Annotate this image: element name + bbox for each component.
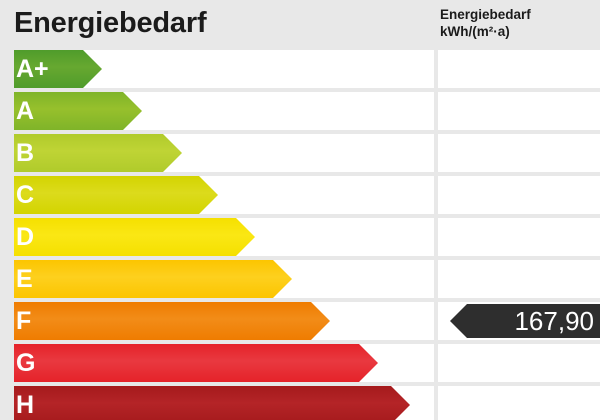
scale-rows: A+ A B C D E F 167,90 G H (0, 45, 600, 420)
column-divider (434, 134, 438, 172)
unit-header-line1: Energiebedarf (440, 7, 531, 22)
column-divider (434, 386, 438, 420)
scale-row-g: G (0, 344, 600, 382)
efficiency-class-label: H (16, 391, 35, 419)
efficiency-bar-f (14, 302, 330, 340)
efficiency-class-label: C (16, 181, 35, 209)
efficiency-class-label: B (16, 139, 35, 167)
efficiency-class-label: F (16, 307, 32, 335)
scale-header: Energiebedarf Energiebedarf kWh/(m²·a) (0, 0, 600, 45)
row-cell-right (438, 386, 600, 420)
row-cell-right (438, 134, 600, 172)
scale-row-b: B (0, 134, 600, 172)
efficiency-bar-a (14, 92, 142, 130)
unit-header-line2: kWh/(m²·a) (440, 24, 510, 39)
efficiency-class-label: G (16, 349, 36, 377)
scale-row-e: E (0, 260, 600, 298)
efficiency-class-label: A+ (16, 55, 49, 83)
row-cell-right (438, 176, 600, 214)
column-divider (434, 302, 438, 340)
efficiency-class-label: E (16, 265, 33, 293)
row-cell-right (438, 50, 600, 88)
efficiency-class-label: A (16, 97, 35, 125)
efficiency-class-label: D (16, 223, 35, 251)
page-title: Energiebedarf (14, 7, 207, 39)
efficiency-bar-g (14, 344, 378, 382)
scale-row-aplus: A+ (0, 50, 600, 88)
row-cell-right (438, 92, 600, 130)
column-divider (434, 218, 438, 256)
efficiency-bar-aplus (14, 50, 102, 88)
column-divider (434, 50, 438, 88)
column-divider (434, 92, 438, 130)
efficiency-bar-c (14, 176, 218, 214)
efficiency-bar-e (14, 260, 292, 298)
row-cell-right (438, 344, 600, 382)
column-divider (434, 260, 438, 298)
row-cell-right (438, 218, 600, 256)
scale-row-d: D (0, 218, 600, 256)
efficiency-bar-h (14, 386, 410, 420)
efficiency-bar-b (14, 134, 182, 172)
scale-row-h: H (0, 386, 600, 420)
unit-header: Energiebedarf kWh/(m²·a) (440, 6, 590, 40)
value-marker: 167,90 (450, 304, 600, 338)
scale-row-f: F 167,90 (0, 302, 600, 340)
row-cell-right (438, 260, 600, 298)
column-divider (434, 176, 438, 214)
scale-row-a: A (0, 92, 600, 130)
scale-row-c: C (0, 176, 600, 214)
column-divider (434, 344, 438, 382)
efficiency-bar-d (14, 218, 255, 256)
